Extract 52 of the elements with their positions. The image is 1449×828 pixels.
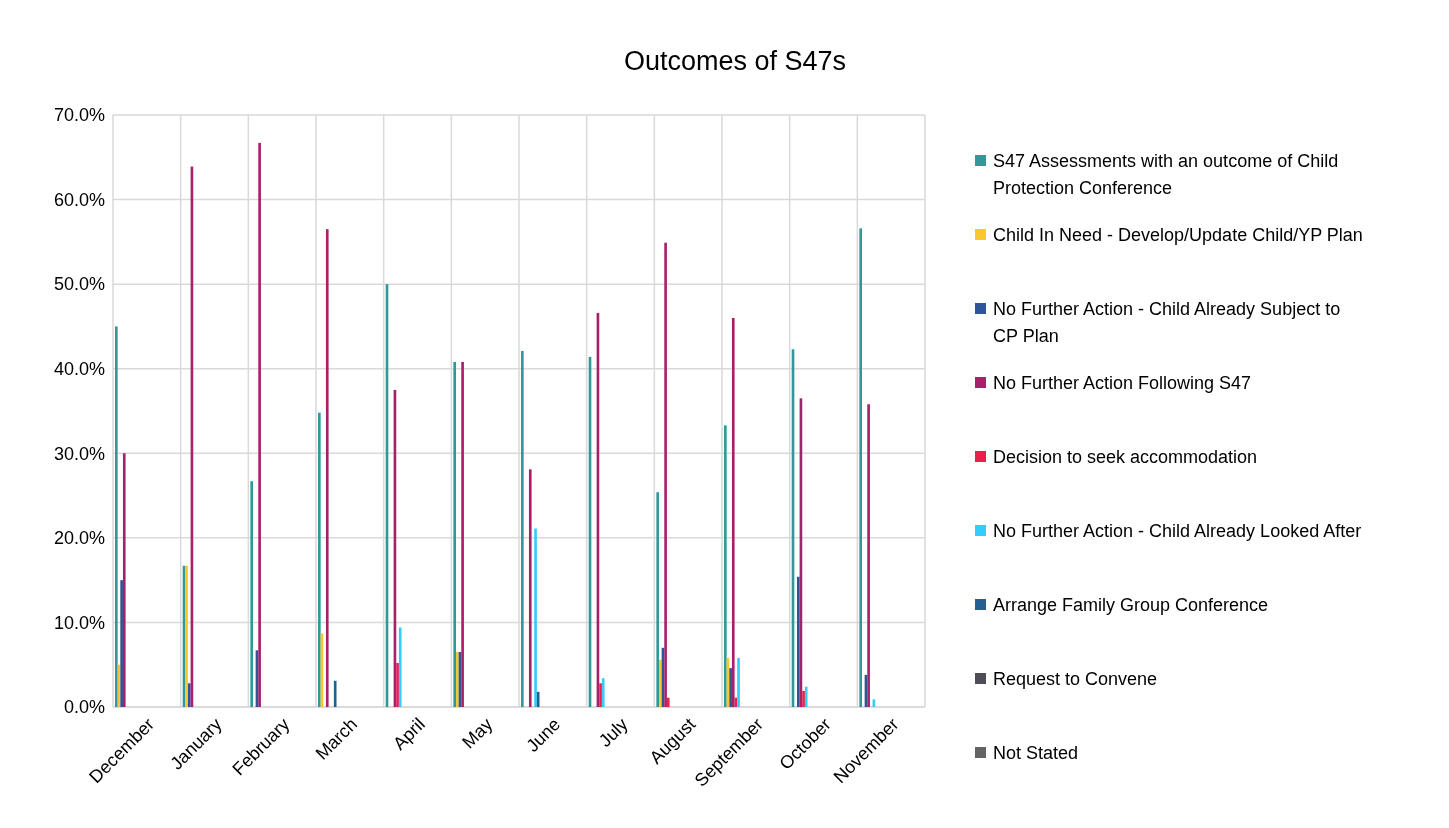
y-tick-label: 0.0% — [63, 697, 105, 718]
y-tick-label: 20.0% — [53, 528, 105, 549]
legend-label: Child In Need - Develop/Update Child/YP Plan — [993, 225, 1363, 246]
legend-label: No Further Action - Child Already Subject to CP Plan — [993, 299, 1341, 347]
bar — [396, 663, 399, 707]
bar — [333, 680, 337, 707]
bar — [318, 412, 321, 707]
bar — [536, 691, 540, 707]
bar — [534, 528, 537, 707]
x-tick-label: July — [595, 714, 632, 751]
bar — [250, 481, 253, 707]
legend-label: No Further Action - Child Already Looked After — [993, 521, 1362, 542]
bar — [737, 657, 740, 707]
bar — [453, 361, 456, 707]
bar — [729, 668, 732, 707]
legend-label: S47 Assessments with an outcome of Child Protection Conference — [993, 151, 1339, 199]
bar — [664, 242, 667, 707]
legend-label: No Further Action Following S47 — [993, 373, 1252, 394]
bar — [656, 492, 659, 707]
bar — [724, 425, 727, 707]
bar — [867, 404, 870, 707]
y-tick-label: 30.0% — [53, 443, 105, 464]
bar — [659, 659, 662, 707]
y-tick-label: 70.0% — [53, 105, 105, 126]
bar — [666, 697, 670, 707]
bar — [796, 576, 800, 707]
bar — [859, 228, 862, 707]
bar — [258, 142, 261, 707]
bar — [731, 317, 735, 707]
legend-label: Not Stated — [993, 743, 1079, 764]
bar — [528, 469, 532, 707]
legend-label: Decision to seek accommodation — [993, 447, 1258, 468]
bar — [599, 683, 602, 707]
y-tick-label: 10.0% — [53, 612, 105, 633]
chart-title: Outcomes of S47s — [623, 46, 847, 76]
y-tick-label: 50.0% — [53, 274, 105, 295]
bar — [122, 453, 126, 707]
x-tick-label: May — [458, 714, 497, 753]
bar — [325, 229, 329, 707]
bar — [601, 678, 605, 707]
bar — [398, 627, 402, 707]
bar — [804, 686, 808, 707]
bar — [802, 690, 805, 707]
legend-label: Request to Convene — [993, 669, 1158, 690]
bar — [461, 361, 464, 707]
legend-label: Arrange Family Group Conference — [993, 595, 1269, 616]
bar — [521, 350, 524, 707]
bar — [120, 580, 123, 707]
y-tick-label: 60.0% — [53, 189, 105, 210]
bar — [187, 683, 191, 707]
bar — [115, 326, 118, 707]
y-tick-label: 40.0% — [53, 359, 105, 380]
